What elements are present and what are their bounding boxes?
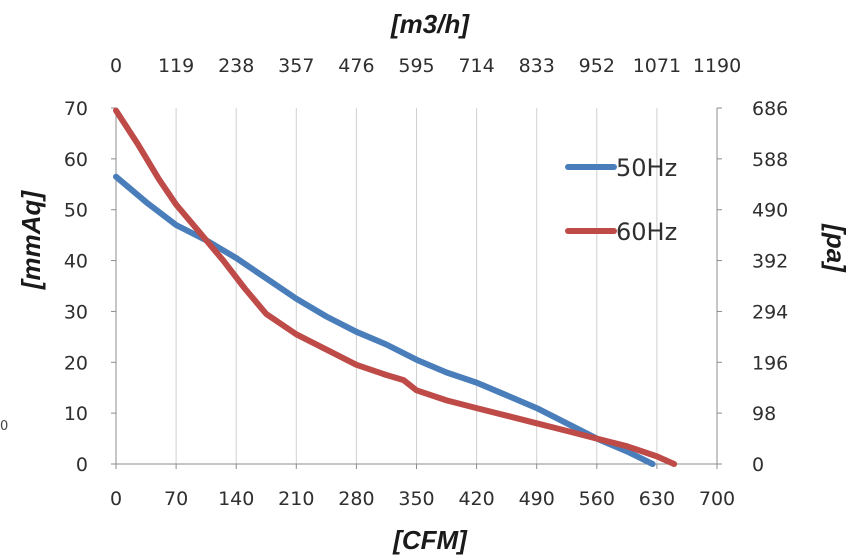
- legend: 50Hz 60Hz: [565, 154, 677, 246]
- series-lines: [113, 107, 678, 467]
- right-y-tick-label: 196: [752, 352, 788, 374]
- right-axis-title: [pa]: [821, 223, 851, 273]
- x-tick-label: 280: [338, 488, 374, 510]
- x-tick-label: 630: [639, 488, 675, 510]
- top-x-tick-label: 595: [398, 55, 434, 77]
- top-axis-title: [m3/h]: [390, 9, 470, 39]
- bottom-x-ticks: 0 70 140 210 280 350 420 490 560 630 700: [110, 488, 735, 510]
- top-x-tick-label: 0: [110, 55, 122, 77]
- right-y-tick-label: 686: [752, 98, 788, 120]
- y-tick-label: 50: [64, 200, 88, 222]
- top-x-tick-label: 238: [218, 55, 254, 77]
- top-x-tick-label: 833: [519, 55, 555, 77]
- x-tick-label: 0: [110, 488, 122, 510]
- y-tick-label: 0: [76, 454, 88, 476]
- right-y-ticks: 0 98 196 294 392 490 588 686: [752, 98, 788, 476]
- top-x-tick-label: 1071: [633, 55, 681, 77]
- top-x-tick-label: 357: [278, 55, 314, 77]
- y-tick-label: 30: [64, 301, 88, 323]
- top-x-tick-label: 476: [338, 55, 374, 77]
- y-tick-label: 10: [64, 403, 88, 425]
- right-y-tick-label: 392: [752, 251, 788, 273]
- x-tick-label: 350: [398, 488, 434, 510]
- right-y-tick-label: 0: [752, 454, 764, 476]
- top-x-ticks: 0 119 238 357 476 595 714 833 952 1071 1190: [110, 55, 741, 77]
- top-x-tick-label: 952: [579, 55, 615, 77]
- y-tick-label: 70: [64, 98, 88, 120]
- x-tick-label: 560: [579, 488, 615, 510]
- right-y-tick-label: 98: [752, 403, 776, 425]
- top-x-tick-label: 1190: [693, 55, 741, 77]
- y-tick-label: 60: [64, 149, 88, 171]
- top-x-tick-label: 714: [458, 55, 494, 77]
- x-tick-label: 140: [218, 488, 254, 510]
- y-tick-label: 40: [64, 251, 88, 273]
- left-axis-title: [mmAq]: [16, 190, 46, 291]
- right-y-tick-label: 588: [752, 149, 788, 171]
- x-tick-label: 490: [519, 488, 555, 510]
- series-line-60hz: [113, 107, 678, 467]
- x-tick-label: 700: [699, 488, 735, 510]
- legend-label-60hz: 60Hz: [616, 218, 677, 246]
- top-x-tick-label: 119: [158, 55, 194, 77]
- axes: [111, 107, 722, 469]
- x-tick-label: 210: [278, 488, 314, 510]
- series-line-50hz: [113, 173, 656, 467]
- x-tick-label: 420: [458, 488, 494, 510]
- stray-label: 0: [0, 419, 8, 434]
- legend-label-50hz: 50Hz: [616, 154, 677, 182]
- x-tick-label: 70: [164, 488, 188, 510]
- bottom-axis-title: [CFM]: [392, 525, 468, 555]
- right-y-tick-label: 490: [752, 200, 788, 222]
- y-tick-label: 20: [64, 352, 88, 374]
- left-y-ticks: 0 10 20 30 40 50 60 70: [64, 98, 88, 476]
- right-y-tick-label: 294: [752, 301, 788, 323]
